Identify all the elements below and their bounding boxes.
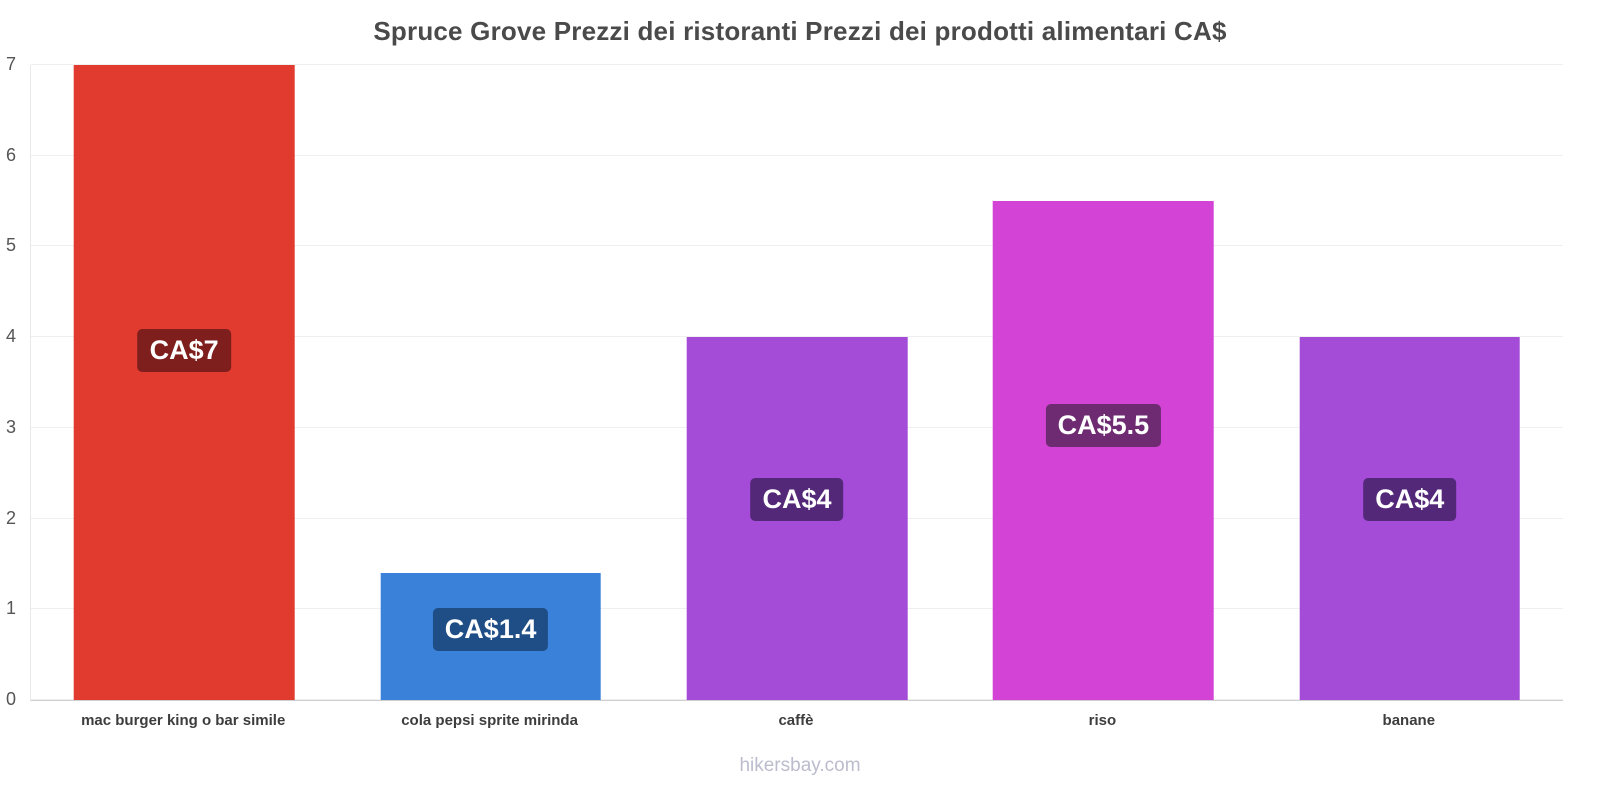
gridline xyxy=(31,245,1563,247)
watermark-text: hikersbay.com xyxy=(739,755,861,776)
y-tick-label: 5 xyxy=(6,235,17,256)
bar-slot: CA$4 xyxy=(1257,65,1563,700)
y-axis: 0 1 2 3 4 5 6 7 xyxy=(6,55,30,708)
bar-value-badge: CA$4 xyxy=(750,478,844,522)
plot-area: CA$7 CA$1.4 CA$4 CA$5.5 CA$4 xyxy=(30,64,1563,701)
y-tick-label: 0 xyxy=(6,689,17,709)
y-tick-label: 7 xyxy=(6,54,17,74)
bar-3: CA$4 xyxy=(686,337,908,700)
bar-value-badge: CA$1.4 xyxy=(432,608,549,652)
bar-value-badge: CA$4 xyxy=(1363,478,1457,522)
y-tick-label: 3 xyxy=(6,416,17,437)
y-tick-label: 4 xyxy=(6,326,17,347)
y-tick-label: 1 xyxy=(6,598,17,619)
gridline xyxy=(31,64,1563,65)
gridline xyxy=(31,336,1563,338)
x-category-label: caffè xyxy=(778,712,814,729)
bar-slot: CA$4 xyxy=(644,65,950,700)
bar-value-badge: CA$5.5 xyxy=(1045,403,1162,447)
gridline xyxy=(31,154,1563,156)
x-axis-labels: mac burger king o bar simile cola pepsi s… xyxy=(30,712,1562,736)
x-category-label: riso xyxy=(1088,712,1117,729)
chart-title: Spruce Grove Prezzi dei ristoranti Prezz… xyxy=(373,16,1227,46)
bar-4: CA$5.5 xyxy=(993,201,1214,700)
x-category-label: mac burger king o bar simile xyxy=(81,712,286,729)
x-category-label: banane xyxy=(1382,712,1436,729)
y-tick-label: 2 xyxy=(6,507,17,528)
bar-5: CA$4 xyxy=(1299,337,1521,700)
bar-slot: CA$5.5 xyxy=(950,65,1256,700)
bar-value-badge: CA$7 xyxy=(137,328,231,372)
bar-2: CA$1.4 xyxy=(380,573,601,700)
x-category-label: cola pepsi sprite mirinda xyxy=(401,712,578,729)
bar-slot: CA$7 xyxy=(31,65,337,700)
bar-1: CA$7 xyxy=(73,65,295,700)
y-tick-label: 6 xyxy=(6,144,17,165)
bar-slot: CA$1.4 xyxy=(337,65,643,700)
